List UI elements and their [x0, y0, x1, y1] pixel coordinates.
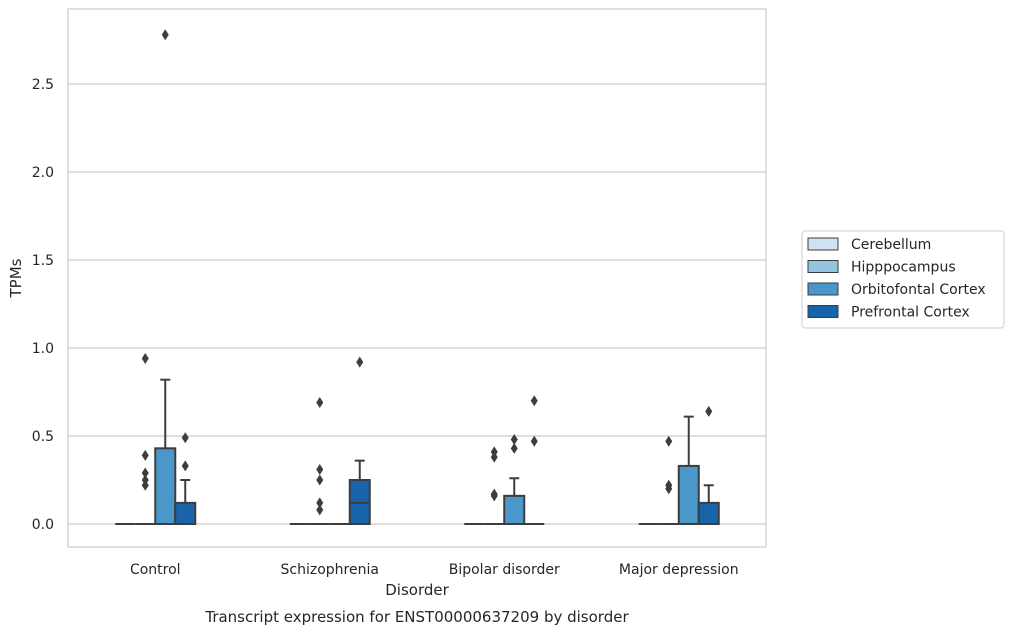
x-tick-label: Bipolar disorder — [449, 562, 560, 578]
box-group — [658, 435, 679, 525]
y-axis-label: TPMs — [7, 258, 25, 298]
outlier-point — [510, 442, 518, 454]
y-tick-label: 0.5 — [32, 429, 54, 445]
box-group — [503, 434, 526, 525]
outlier-point — [316, 504, 324, 516]
outlier-point — [665, 435, 673, 447]
box — [174, 501, 197, 526]
outlier-point — [510, 434, 518, 446]
outlier-point — [161, 29, 169, 41]
y-tick-label: 1.0 — [32, 341, 54, 357]
legend-swatch — [807, 282, 839, 296]
outlier-point — [316, 497, 324, 509]
legend-label: Orbitofontal Cortex — [851, 282, 986, 298]
chart-title: Transcript expression for ENST0000063720… — [204, 608, 629, 626]
box-group — [484, 446, 505, 525]
outlier-point — [490, 488, 498, 500]
y-tick-label: 2.5 — [32, 77, 54, 93]
box-series-group — [115, 29, 720, 526]
legend-label: Hipppocampus — [851, 260, 956, 276]
box — [697, 501, 720, 526]
box-group — [348, 356, 371, 525]
box-group — [697, 405, 720, 526]
outlier-point — [141, 353, 149, 365]
legend-frame — [801, 230, 1005, 329]
box — [677, 464, 700, 526]
x-tick-label: Control — [130, 562, 181, 578]
legend-label: Prefrontal Cortex — [851, 305, 970, 321]
box-group — [135, 353, 156, 525]
outlier-point — [141, 467, 149, 479]
outlier-point — [316, 397, 324, 409]
box-group — [174, 432, 197, 526]
x-tick-label: Major depression — [619, 562, 739, 578]
x-axis-ticks: Control Schizophrenia Bipolar disorder Majo… — [130, 562, 739, 578]
outlier-point — [356, 356, 364, 368]
box — [154, 447, 177, 526]
box-group — [677, 415, 700, 526]
y-tick-label: 2.0 — [32, 165, 54, 181]
y-axis-ticks: 0.0 0.5 1.0 1.5 2.0 2.5 — [32, 77, 54, 533]
outlier-point — [665, 483, 673, 495]
legend-swatch — [807, 305, 839, 318]
outlier-point — [316, 474, 324, 486]
outlier-point — [530, 435, 538, 447]
plot-frame — [67, 8, 767, 548]
outlier-point — [530, 395, 538, 407]
x-axis-label: Disorder — [385, 581, 449, 599]
outlier-point — [141, 449, 149, 461]
box-group — [309, 397, 330, 525]
legend-label: Cerebellum — [851, 237, 931, 253]
y-tick-label: 1.5 — [32, 253, 54, 269]
plot-background — [68, 9, 766, 547]
outlier-point — [141, 474, 149, 486]
outlier-point — [181, 460, 189, 472]
outlier-point — [490, 446, 498, 458]
y-tick-label: 0.0 — [32, 517, 54, 533]
outlier-point — [181, 432, 189, 444]
legend: Cerebellum Hipppocampus Orbitofontal Corte… — [801, 230, 1005, 329]
legend-swatch — [807, 237, 839, 251]
box — [503, 494, 526, 525]
box-group — [154, 29, 177, 526]
outlier-point — [705, 405, 713, 417]
x-tick-label: Schizophrenia — [281, 562, 379, 578]
legend-swatch — [807, 260, 839, 273]
outlier-point — [316, 463, 324, 475]
box-group — [524, 395, 545, 525]
